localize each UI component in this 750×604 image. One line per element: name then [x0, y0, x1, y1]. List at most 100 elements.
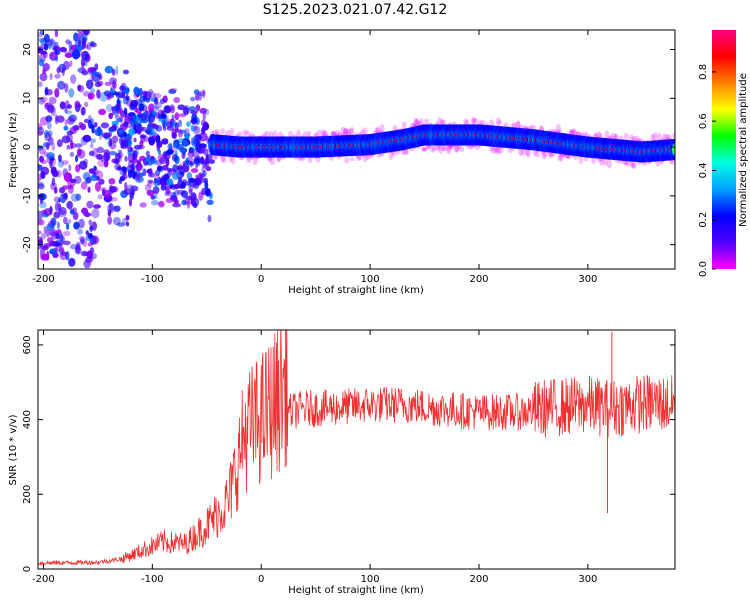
spectrogram-cell: [56, 221, 61, 229]
spectrogram-cell: [623, 160, 629, 165]
spectrogram-cell: [288, 130, 294, 138]
spectrogram-cell: [45, 229, 51, 238]
spectrogram-cell: [57, 80, 66, 90]
spectrogram-cell: [94, 122, 98, 128]
spectrogram-cell: [212, 129, 218, 135]
spectrogram-cell: [39, 96, 48, 103]
spectrogram-cell: [584, 132, 590, 138]
spectrogram-cell: [58, 246, 64, 252]
spectrogram-cell: [403, 148, 409, 155]
spectrogram-cell: [316, 129, 322, 136]
spectrogram-cell: [117, 90, 125, 99]
spectrogram-cell: [132, 171, 138, 177]
x-tick-label: 200: [469, 274, 488, 285]
spectrogram-cell: [116, 102, 121, 109]
spectrogram-cell: [187, 150, 195, 158]
spectrogram-cell: [77, 37, 82, 47]
spectrogram-cell: [46, 223, 55, 232]
spectrogram-cell: [63, 172, 73, 183]
spectrogram-cell: [242, 129, 248, 136]
spectrogram-cell: [190, 168, 199, 173]
spectrogram-cell: [54, 73, 61, 79]
spectrogram-cell: [130, 185, 139, 192]
spectrogram-cell: [459, 146, 465, 153]
spectrogram-cell: [111, 89, 116, 94]
x-tick-label: -200: [32, 274, 55, 285]
spectrogram-cell: [40, 50, 48, 55]
spectrogram-cell: [83, 30, 90, 36]
spectrogram-cell: [145, 150, 150, 157]
spectrogram-cell: [413, 118, 419, 128]
spectrogram-cell: [190, 110, 198, 115]
spectrogram-cell: [515, 121, 521, 130]
spectrogram-cell: [120, 123, 128, 131]
spectrogram-cell: [40, 196, 43, 205]
spectrogram-cell: [174, 112, 180, 121]
spectrogram-cell: [197, 90, 206, 97]
spectrogram-cell: [92, 71, 99, 76]
spectrogram-cell: [38, 97, 46, 105]
spectrogram-cell: [56, 229, 62, 234]
spectrogram-cell: [72, 211, 79, 221]
spectrogram-cell: [72, 207, 77, 214]
spectrogram-cell: [439, 119, 445, 125]
x-tick-label: 100: [361, 274, 380, 285]
spectrogram-cell: [171, 153, 178, 162]
spectrogram-cell: [269, 156, 275, 166]
spectrogram-cell: [54, 30, 59, 38]
spectrogram-cell: [90, 252, 97, 260]
spectrogram-cell: [401, 121, 407, 129]
spectrogram-cell: [181, 199, 187, 206]
spectrogram-cell: [652, 132, 658, 142]
spectrogram-cell: [113, 205, 121, 212]
spectrogram-cell: [46, 152, 55, 160]
spectrogram-cell: [68, 257, 76, 267]
spectrogram-cell: [173, 97, 181, 104]
spectrogram-cell: [229, 127, 235, 137]
spectrogram-cell: [97, 194, 103, 200]
spectrogram-cell: [471, 116, 477, 126]
y-tick-label: 10: [22, 92, 33, 105]
spectrogram-cell: [168, 89, 177, 94]
spectrogram-cell: [192, 138, 197, 148]
spectrogram-cell: [63, 60, 70, 70]
spectrogram-cell: [40, 232, 47, 240]
spectrogram-cell: [188, 184, 194, 193]
spectrogram-cell: [68, 164, 72, 172]
spectrogram-cell: [471, 118, 477, 125]
spectrogram-cell: [170, 184, 177, 190]
spectrogram-cell: [72, 49, 81, 60]
spectrogram-cell: [128, 198, 133, 207]
spectrogram-cell: [81, 36, 87, 46]
spectrogram-cell: [672, 132, 675, 139]
spectrogram-cell: [201, 187, 207, 196]
spectrogram-cell: [422, 147, 428, 152]
spectrogram-cell: [87, 120, 94, 128]
spectrogram-cell: [47, 43, 53, 50]
spectrogram-cell: [68, 218, 72, 224]
spectrogram-cell: [91, 208, 100, 219]
spectrogram-cell: [356, 155, 362, 162]
spectrogram-cell: [362, 127, 368, 135]
spectrogram-cell: [86, 200, 94, 209]
spectrogram-cell: [494, 146, 500, 155]
spectrogram-cell: [81, 50, 90, 61]
spectrogram-cell: [424, 118, 429, 125]
spectrogram-cell: [69, 60, 73, 67]
spectrogram-cell: [38, 147, 46, 155]
spectrogram-cell: [98, 178, 105, 185]
spectrogram-cell: [178, 177, 183, 182]
spectrogram-cell: [375, 126, 381, 135]
y-tick-label: 20: [22, 43, 33, 56]
spectrogram-cell: [112, 123, 117, 131]
spectrogram-cell: [154, 106, 159, 111]
spectrogram-data: [38, 30, 675, 269]
spectrogram-cell: [56, 66, 61, 74]
spectrogram-cell: [245, 130, 250, 136]
spectrogram-cell: [108, 184, 114, 195]
spectrogram-cell: [111, 109, 116, 116]
spectrogram-cell: [104, 81, 112, 86]
spectrogram-cell: [202, 89, 206, 99]
spectrogram-cell: [38, 130, 43, 136]
